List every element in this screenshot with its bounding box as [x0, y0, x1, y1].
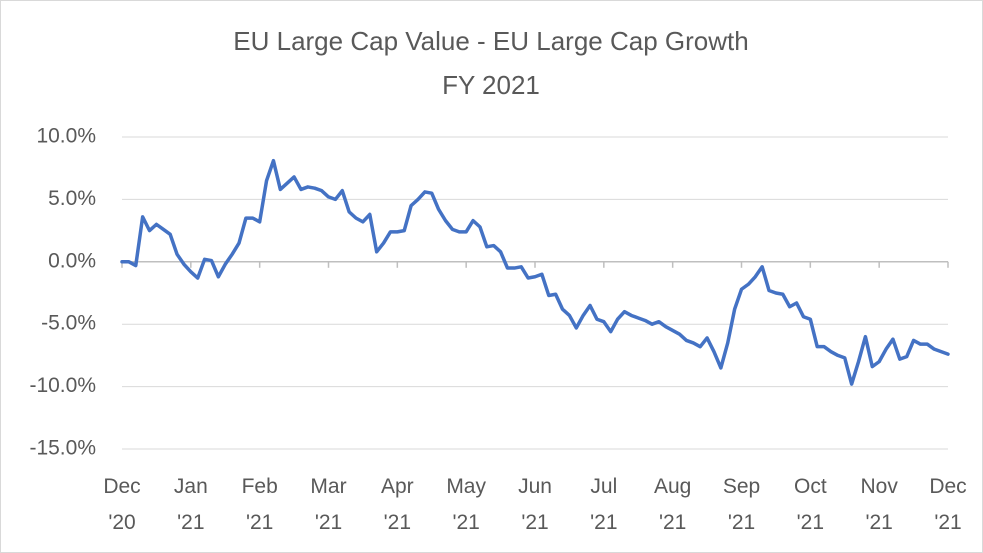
x-tick-label: Mar '21	[310, 475, 347, 534]
y-tick-label: -15.0%	[29, 437, 96, 460]
x-tick-label: Dec '20	[103, 475, 141, 534]
x-tick-label: Aug '21	[653, 475, 692, 534]
x-tick-label: Feb '21	[241, 475, 278, 534]
x-tick-label: Jul '21	[590, 475, 618, 534]
chart-title: EU Large Cap Value - EU Large Cap Growth	[233, 26, 748, 56]
data-line	[120, 158, 950, 386]
y-tick-label: -5.0%	[41, 312, 96, 335]
y-tick-label: -10.0%	[29, 374, 96, 397]
x-tick-label: Jan '21	[173, 475, 208, 534]
x-tick-label: Nov '21	[860, 475, 898, 534]
x-tick-label: Apr '21	[380, 475, 414, 534]
y-tick-label: 5.0%	[48, 187, 96, 210]
y-tick-label: 10.0%	[36, 125, 96, 148]
x-tick-label: Sep '21	[722, 475, 761, 534]
y-tick-label: 0.0%	[48, 249, 96, 272]
x-tick-label: Dec '21	[929, 475, 967, 534]
x-tick-label: May '21	[446, 475, 486, 534]
x-tick-label: Jun '21	[518, 475, 552, 534]
chart-subtitle: FY 2021	[442, 70, 540, 100]
x-tick-label: Oct '21	[793, 475, 827, 534]
